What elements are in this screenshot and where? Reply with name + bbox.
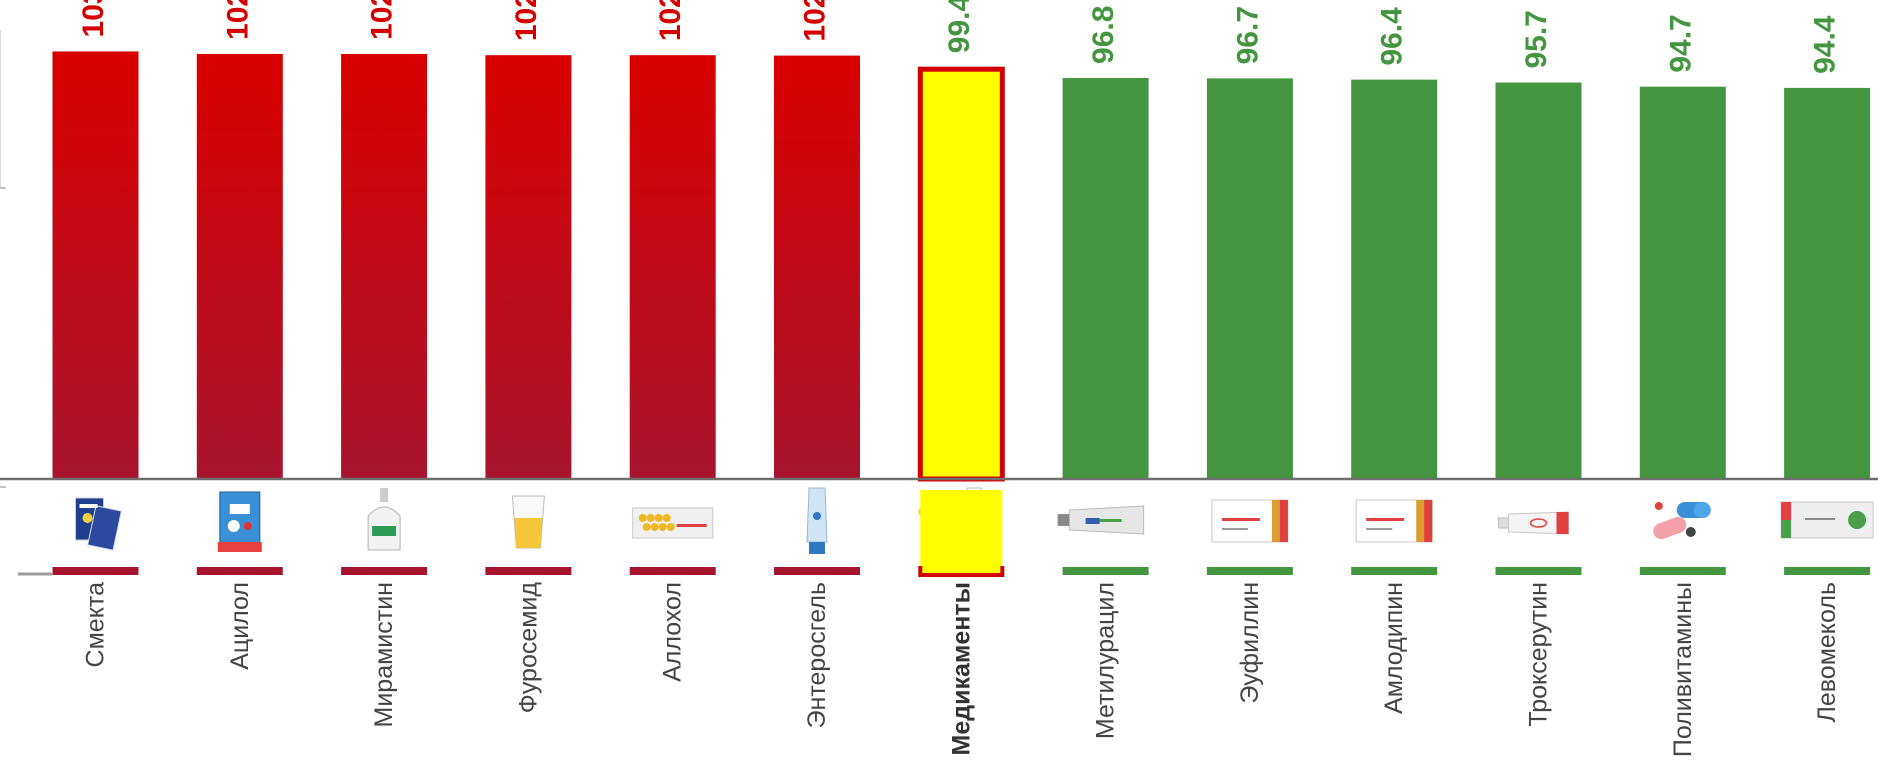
category-label-3: Мирамистин [370, 582, 398, 727]
status-marker-4 [485, 567, 572, 575]
sachet-icon [75, 497, 122, 551]
bar-3 [341, 53, 428, 479]
category-label-7: Медикаменты [947, 582, 975, 755]
category-label-10: Амлодипин [1380, 582, 1408, 714]
category-label-8: Метилурацил [1092, 582, 1120, 739]
status-marker-5 [629, 567, 716, 575]
bar-4 [485, 55, 572, 479]
value-label-13: 94.4 [1809, 15, 1842, 74]
box-icon [217, 491, 262, 552]
category-label-5: Аллохол [659, 582, 687, 682]
glass-icon [511, 495, 545, 549]
status-marker-6 [774, 567, 860, 575]
status-marker-3 [341, 567, 428, 575]
value-label-11: 95.7 [1520, 10, 1553, 68]
status-marker-2 [196, 567, 283, 575]
value-label-1: 103.2 [77, 0, 110, 37]
category-label-9: Эуфиллин [1236, 582, 1264, 704]
bar-12 [1639, 86, 1726, 480]
status-marker-10 [1351, 567, 1438, 575]
icons-layer [75, 487, 1874, 554]
value-label-8: 96.8 [1087, 6, 1120, 64]
bar-11 [1495, 82, 1582, 480]
status-marker-7 [918, 566, 1005, 577]
value-label-6: 102.2 [799, 0, 832, 42]
bar-8 [1062, 77, 1149, 479]
category-label-12: Поливитамины [1669, 582, 1697, 757]
status-marker-8 [1062, 567, 1149, 575]
category-labels-layer: Смекта Ацилол Мирамистин Фуросемид Аллохол Эн… [82, 582, 1842, 758]
category-label-1: Смекта [82, 582, 110, 668]
bar-10 [1351, 79, 1438, 479]
highlight-icon-backdrop [920, 490, 1003, 574]
bar-2 [196, 53, 283, 479]
pill-box-icon [1355, 499, 1433, 543]
status-marker-11 [1495, 567, 1582, 575]
pill-box-icon [1211, 499, 1289, 543]
capsules-icon [1653, 502, 1711, 540]
ointment-tube-icon [1057, 505, 1145, 535]
bar-9 [1206, 78, 1293, 479]
value-label-4: 102.3 [510, 0, 543, 41]
left-axis [0, 30, 52, 576]
status-marker-13 [1784, 567, 1871, 575]
value-label-3: 102.6 [366, 0, 399, 40]
value-label-2: 102.6 [221, 0, 254, 40]
category-label-4: Фуросемид [514, 582, 542, 714]
status-markers-layer [52, 490, 1871, 577]
cream-tube-icon [1498, 511, 1569, 535]
tube-icon [806, 487, 828, 554]
ointment-box-icon [1780, 501, 1874, 539]
bar-5 [629, 55, 716, 479]
blister-pack-icon [632, 507, 714, 539]
value-label-7: 99.4 [943, 0, 976, 53]
status-marker-1 [52, 567, 139, 575]
category-label-11: Троксерутин [1525, 582, 1553, 727]
category-label-13: Левомеколь [1813, 582, 1841, 723]
category-label-2: Ацилол [226, 582, 254, 670]
value-label-12: 94.7 [1664, 14, 1697, 72]
bar-7 [917, 66, 1005, 482]
category-label-6: Энтеросгель [803, 582, 831, 728]
value-label-10: 96.4 [1376, 7, 1409, 66]
value-labels-layer: 103.2 102.6 102.6 102.3 102.3 102.2 99.4 96.8 96… [77, 0, 1842, 74]
spray-bottle-icon [367, 488, 401, 551]
value-label-5: 102.3 [654, 0, 687, 41]
status-marker-9 [1206, 567, 1293, 575]
value-label-9: 96.7 [1231, 6, 1264, 64]
status-marker-12 [1639, 567, 1726, 575]
bar-6 [774, 55, 860, 479]
bar-13 [1784, 87, 1871, 480]
bars-layer [52, 51, 1871, 482]
bar-1 [52, 51, 139, 479]
